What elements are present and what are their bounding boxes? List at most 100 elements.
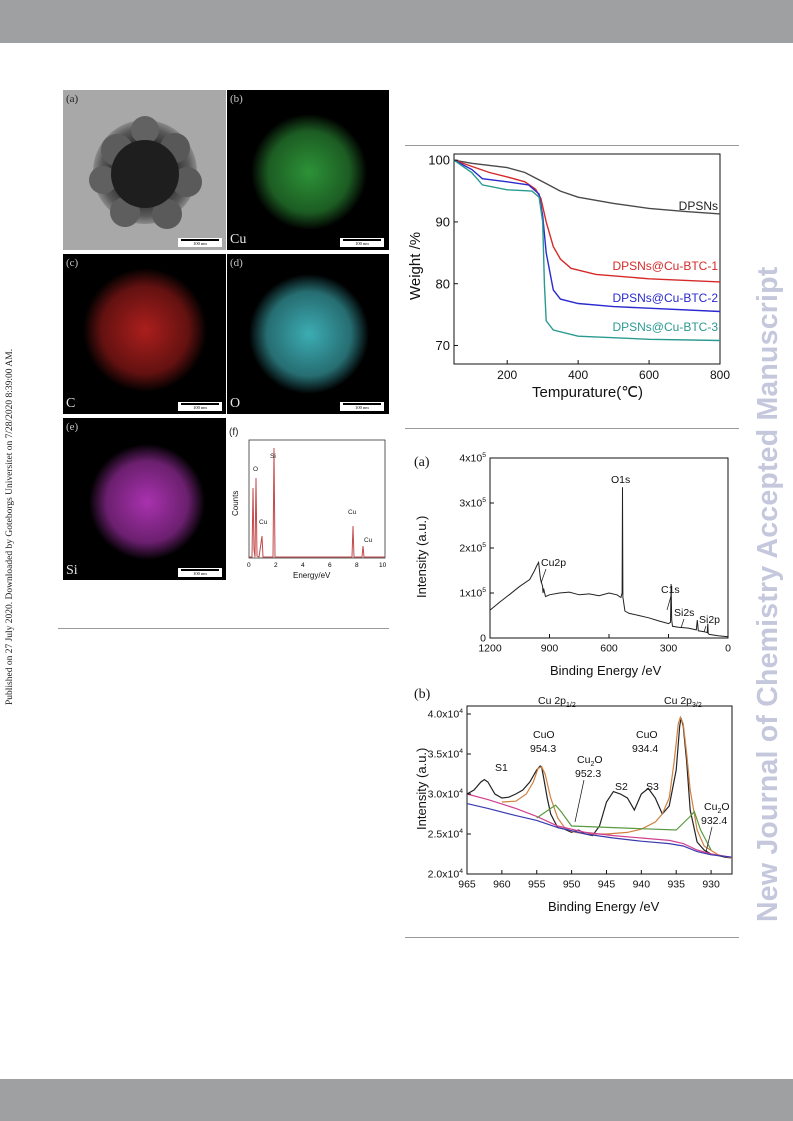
xpsa-xtick-label: 600: [600, 643, 618, 655]
eds-spectrum-panel: (f) Counts Energy/eV 0 2 4 6 8 10 O Cu S…: [227, 418, 389, 580]
xpsb-series-0: [466, 717, 733, 859]
xpsb-series-3: [466, 803, 733, 858]
eds-peak-label: Cu: [364, 537, 373, 544]
tga-series-3: [453, 159, 721, 342]
panel-label-f: (f): [229, 427, 238, 438]
xpsb-ytick-label: 3.0x104: [428, 788, 464, 801]
tga-legend-cubtc1: DPSNs@Cu-BTC-1: [612, 259, 718, 273]
element-label-si: Si: [66, 563, 78, 578]
divider: [405, 937, 739, 938]
eds-tick: 6: [328, 562, 332, 569]
xpsa-ylabel: Intensity (a.u.): [414, 516, 429, 598]
eds-xlabel: Energy/eV: [293, 571, 331, 580]
xps-annot-cu2o2: Cu2O: [704, 801, 730, 815]
xpsb-xtick-label: 965: [458, 879, 476, 891]
eds-spectrum-line: [249, 447, 385, 558]
eds-ylabel: Counts: [231, 491, 240, 516]
xps-annot-cu2o1-val: 952.3: [575, 768, 601, 780]
xps-annot-cuo2-val: 934.4: [632, 743, 658, 755]
header-band: [0, 0, 793, 43]
divider: [58, 628, 389, 629]
tga-xtick-label: 800: [710, 368, 730, 382]
tga-ytick-label: 90: [436, 214, 450, 229]
element-label-o: O: [230, 396, 241, 411]
xpsb-ytick-label: 3.5x104: [428, 748, 464, 761]
xpsb-xtick-label: 955: [528, 879, 546, 891]
xpsa-ytick-label: 2x105: [459, 542, 486, 555]
eds-spectrum: (f) Counts Energy/eV 0 2 4 6 8 10 O Cu S…: [229, 427, 387, 580]
xpsa-xtick-label: 300: [660, 643, 678, 655]
tga-ylabel: Weight /%: [407, 232, 424, 300]
tga-ytick-label: 100: [428, 153, 450, 168]
xpsb-leader-lines: [574, 779, 713, 853]
xpsb-xlabel: Binding Energy /eV: [548, 899, 660, 914]
xpsb-annotations: Cu 2p1/2 Cu 2p3/2 CuO 954.3 CuO 934.4 Cu…: [495, 695, 730, 827]
eds-frame: [248, 439, 386, 559]
eds-tick: 8: [355, 562, 359, 569]
xpsa-panel-label: (a): [414, 455, 430, 470]
panel-label-a: (a): [66, 93, 79, 105]
xpsa-ytick-label: 4x105: [459, 452, 486, 465]
xpsa-xtick-label: 0: [725, 643, 731, 655]
xpsa-ytick-label: 1x105: [459, 587, 486, 600]
xps-annot-cu2p32: Cu 2p3/2: [664, 695, 702, 709]
xps-annot-s1: S1: [495, 762, 508, 774]
eds-tick: 2: [274, 562, 278, 569]
xpsb-xtick-label: 945: [598, 879, 616, 891]
tga-xlabel: Tempurature(℃): [532, 384, 643, 401]
o-map-panel: (d) O 100 nm: [227, 254, 389, 414]
footer-band: [0, 1079, 793, 1121]
xpsb-xtick-label: 930: [702, 879, 720, 891]
tga-series-2: [453, 159, 721, 313]
xps-annot-cuo1: CuO: [533, 729, 555, 741]
tga-xtick-label: 400: [568, 368, 588, 382]
panel-label-e: (e): [66, 421, 79, 433]
xpsa-peak-labels: O1s Cu2p C1s Si2s Si2p: [541, 474, 720, 626]
tga-series-0: [453, 159, 721, 215]
xps-annot-s2: S2: [615, 781, 628, 793]
tga-chart: 200 400 600 800 70 80 90 100 Tempurature(℃) Wei…: [407, 153, 730, 401]
tga-legend-cubtc3: DPSNs@Cu-BTC-3: [612, 320, 718, 334]
tga-plot-frame: [453, 153, 721, 365]
tga-ytick-label: 80: [436, 276, 450, 291]
eds-peak-labels: O Cu Si Cu Cu: [253, 453, 373, 544]
tga-ytick-label: 70: [436, 338, 450, 353]
xpsb-xtick-label: 940: [633, 879, 651, 891]
xpsb-series-1: [501, 715, 733, 859]
xps-annot-cu2o2-val: 932.4: [701, 815, 727, 827]
tga-legend-dpsns: DPSNs: [679, 199, 718, 213]
xpsa-xtick-label: 1200: [478, 643, 502, 655]
element-label-c: C: [66, 396, 76, 411]
si-map-panel: (e) Si 100 nm: [63, 418, 226, 580]
eds-peak-label: Si: [270, 453, 276, 460]
xps-peak-cu2p: Cu2p: [541, 557, 566, 569]
xpsb-xtick-label: 950: [563, 879, 581, 891]
xpsa-xlabel: Binding Energy /eV: [550, 663, 662, 678]
eds-peak-label: O: [253, 466, 258, 473]
eds-tick: 0: [247, 562, 251, 569]
xps-annot-cuo1-val: 954.3: [530, 743, 556, 755]
xpsb-xtick-label: 960: [493, 879, 511, 891]
eds-peak-label: Cu: [348, 509, 357, 516]
eds-peak-label: Cu: [259, 519, 268, 526]
cu-map-panel: (b) Cu 100 nm: [227, 90, 389, 250]
xps-annot-cuo2: CuO: [636, 729, 658, 741]
xpsa-ytick-label: 0: [480, 633, 486, 645]
scale-bar: 100 nm: [178, 402, 222, 411]
xpsb-ytick-label: 4.0x104: [428, 708, 464, 721]
publication-note: Published on 27 July 2020. Downloaded by…: [5, 348, 15, 705]
c-map-panel: (c) C 100 nm: [63, 254, 226, 414]
scale-bar: 100 nm: [178, 568, 222, 577]
scale-bar: 100 nm: [340, 238, 384, 247]
eds-tick-labels: 0 2 4 6 8 10: [247, 562, 387, 569]
tga-xtick-label: 200: [497, 368, 517, 382]
journal-watermark: New Journal of Chemistry Accepted Manusc…: [752, 266, 784, 922]
xps-annot-cu2p12: Cu 2p1/2: [538, 695, 576, 709]
xpsa-series-0: [489, 487, 729, 638]
divider: [405, 428, 739, 429]
xps-peak-o1s: O1s: [611, 474, 630, 486]
eds-tick: 10: [379, 562, 387, 569]
xpsb-ytick-label: 2.5x104: [428, 828, 464, 841]
element-label-cu: Cu: [230, 232, 247, 247]
xpsb-panel-label: (b): [414, 687, 431, 702]
